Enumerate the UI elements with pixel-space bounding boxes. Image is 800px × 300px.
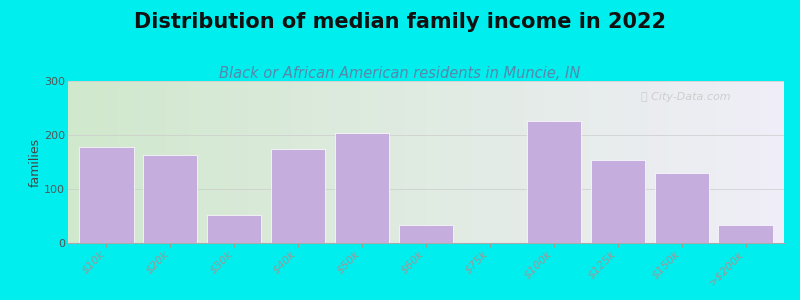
Bar [399, 225, 453, 243]
Bar [143, 155, 198, 243]
Bar [79, 147, 134, 243]
Text: Distribution of median family income in 2022: Distribution of median family income in … [134, 12, 666, 32]
Y-axis label: families: families [28, 137, 42, 187]
Text: Black or African American residents in Muncie, IN: Black or African American residents in M… [219, 66, 581, 81]
Bar [718, 225, 773, 243]
Bar [335, 134, 390, 243]
Bar [654, 173, 709, 243]
Bar [526, 122, 581, 243]
Bar [590, 160, 645, 243]
Text: ⓘ City-Data.com: ⓘ City-Data.com [641, 92, 730, 102]
Bar [271, 148, 326, 243]
Bar [207, 215, 262, 243]
